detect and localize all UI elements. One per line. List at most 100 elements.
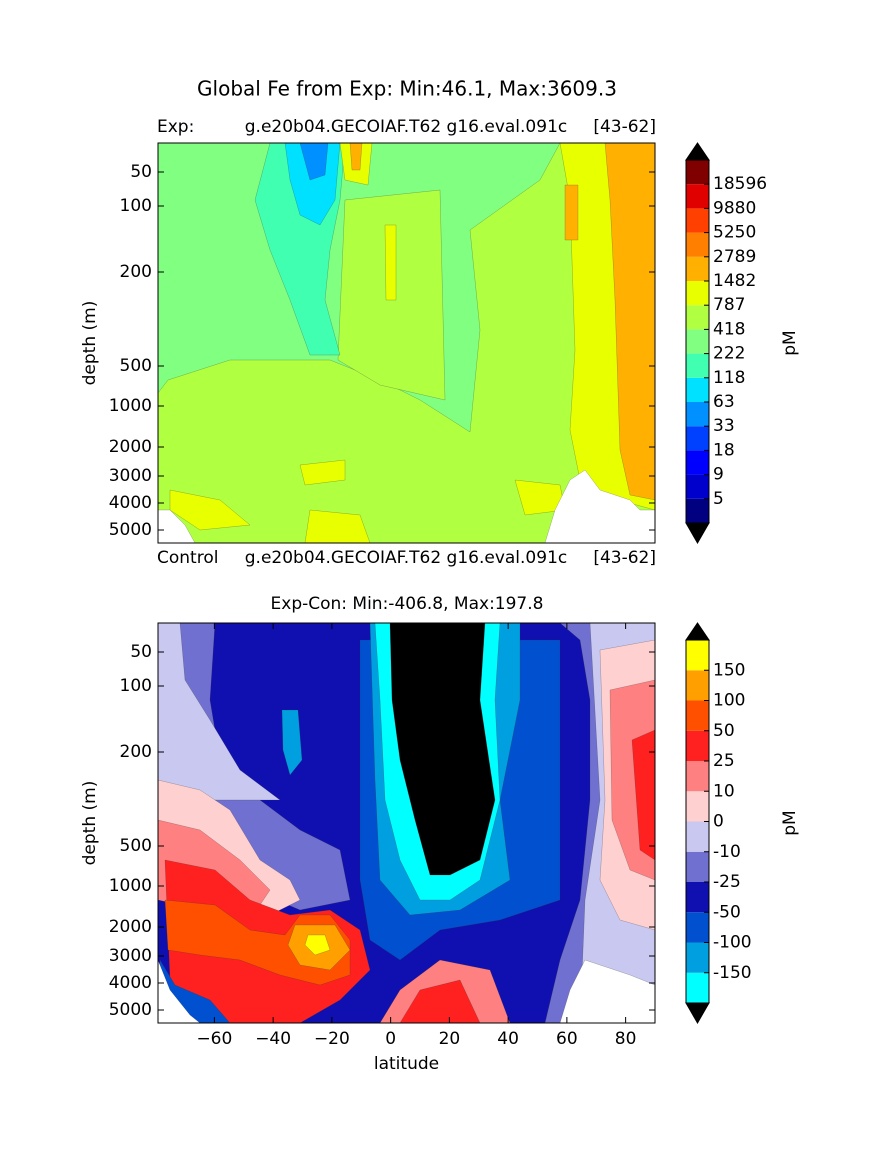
y-tick-label: 5000 — [109, 520, 152, 540]
y-tick-label: 1000 — [109, 396, 152, 416]
colorbar-label: 33 — [713, 416, 735, 436]
control-right: [43-62] — [593, 548, 656, 568]
colorbar-band — [686, 942, 709, 973]
colorbar-label: -100 — [713, 933, 752, 953]
colorbar-band — [686, 640, 709, 671]
y-tick-label: 2000 — [109, 917, 152, 937]
colorbar-band — [686, 232, 709, 257]
contour-region — [304, 934, 331, 956]
colorbar-band — [686, 498, 709, 523]
control-left: Control — [157, 548, 218, 568]
y-tick-label: 100 — [120, 676, 152, 696]
contour-region — [564, 184, 579, 241]
colorbar-band — [686, 670, 709, 701]
colorbar-band — [686, 450, 709, 475]
colorbar-label: 2789 — [713, 247, 756, 267]
colorbar-band — [686, 474, 709, 499]
y-tick-label: 4000 — [109, 973, 152, 993]
colorbar-band — [686, 912, 709, 943]
y-tick-label: 50 — [130, 162, 152, 182]
colorbar-label: 5250 — [713, 223, 756, 243]
colorbar-band — [686, 821, 709, 852]
control-center: g.e20b04.GECOIAF.T62 g16.eval.091c — [245, 548, 567, 568]
axes-frame — [157, 622, 656, 1024]
subtitle-left: Exp: — [157, 117, 194, 137]
colorbar-label: 50 — [713, 721, 735, 741]
y-tick-label: 2000 — [109, 437, 152, 457]
colorbar-under — [685, 1002, 710, 1025]
y-axis-label: depth (m) — [80, 301, 100, 386]
y-axis-label: depth (m) — [80, 781, 100, 866]
colorbar-band — [686, 882, 709, 913]
colorbar-band — [686, 305, 709, 330]
colorbar-band — [686, 791, 709, 822]
colorbar-band — [686, 281, 709, 306]
x-tick-label: 0 — [385, 1029, 396, 1049]
colorbar-label: 10 — [713, 781, 735, 801]
colorbar-label: -25 — [713, 872, 741, 892]
x-tick-label: 60 — [556, 1029, 578, 1049]
x-tick-label: 80 — [615, 1029, 637, 1049]
colorbar-label: -50 — [713, 902, 741, 922]
y-tick-label: 3000 — [109, 946, 152, 966]
colorbar-label: -150 — [713, 963, 752, 983]
colorbar-band — [686, 256, 709, 281]
colorbar-label: 1482 — [713, 271, 756, 291]
colorbar-band — [686, 402, 709, 427]
panel-title: Exp-Con: Min:-406.8, Max:197.8 — [271, 594, 544, 614]
contour-region — [299, 459, 346, 486]
y-tick-label: 5000 — [109, 1000, 152, 1020]
colorbar-over — [685, 622, 710, 641]
y-tick-label: 200 — [120, 262, 152, 282]
figure-title: Global Fe from Exp: Min:46.1, Max:3609.3 — [197, 77, 617, 101]
subtitle-center: g.e20b04.GECOIAF.T62 g16.eval.091c — [245, 117, 567, 137]
colorbar-band — [686, 353, 709, 378]
colorbar-over — [685, 142, 710, 161]
y-tick-label: 200 — [120, 742, 152, 762]
subtitle-right: [43-62] — [593, 117, 656, 137]
colorbar-label: 9880 — [713, 198, 756, 218]
colorbar-label: 18 — [713, 440, 735, 460]
colorbar-band — [686, 329, 709, 354]
colorbar-band — [686, 761, 709, 792]
x-axis-label: latitude — [374, 1054, 439, 1074]
x-tick-label: −20 — [314, 1029, 350, 1049]
colorbar-band — [686, 208, 709, 233]
colorbar-band — [686, 972, 709, 1003]
colorbar-frame — [685, 159, 710, 524]
contour-region — [384, 224, 397, 301]
colorbar-label: 787 — [713, 295, 745, 315]
colorbar-title: pM — [780, 810, 800, 835]
colorbar-title: pM — [780, 330, 800, 355]
y-tick-label: 500 — [120, 836, 152, 856]
y-tick-label: 3000 — [109, 466, 152, 486]
y-tick-label: 100 — [120, 196, 152, 216]
colorbar-band — [686, 700, 709, 731]
y-tick-label: 4000 — [109, 493, 152, 513]
x-tick-label: −40 — [255, 1029, 291, 1049]
colorbar-band — [686, 426, 709, 451]
colorbar-label: 0 — [713, 812, 724, 832]
contour-region — [281, 709, 303, 776]
contour-region — [389, 623, 496, 876]
contour-region — [349, 143, 363, 171]
contour-region — [169, 489, 251, 531]
colorbar-label: 5 — [713, 489, 724, 509]
colorbar-label: 63 — [713, 392, 735, 412]
contour-field — [158, 143, 655, 543]
contour-region — [299, 143, 329, 181]
colorbar-label: 18596 — [713, 174, 767, 194]
contour-field — [158, 623, 655, 1023]
colorbar-band — [686, 160, 709, 185]
colorbar-label: 9 — [713, 465, 724, 485]
y-tick-label: 1000 — [109, 876, 152, 896]
colorbar-band — [686, 184, 709, 209]
colorbar-label: 418 — [713, 319, 745, 339]
colorbar-band — [686, 851, 709, 882]
x-tick-label: 40 — [497, 1029, 519, 1049]
colorbar-label: -10 — [713, 842, 741, 862]
colorbar-label: 118 — [713, 368, 745, 388]
x-tick-label: 20 — [439, 1029, 461, 1049]
colorbar-under — [685, 522, 710, 545]
colorbar-band — [686, 730, 709, 761]
